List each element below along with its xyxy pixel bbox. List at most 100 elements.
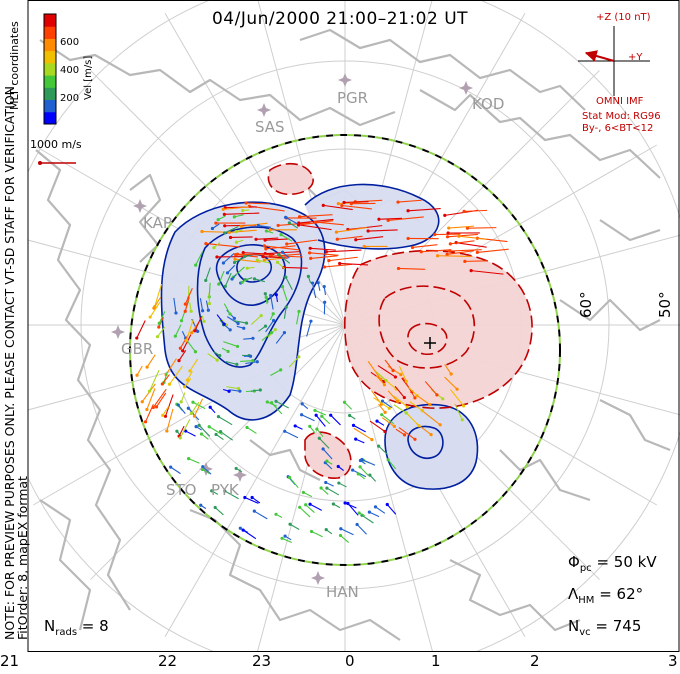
velocity-vector (199, 298, 204, 311)
velocity-vector-origin (280, 250, 285, 254)
velocity-vector-origin (214, 432, 218, 437)
velocity-vector-origin (188, 369, 192, 373)
velocity-vector-origin (340, 203, 344, 208)
velocity-vector-origin (264, 247, 268, 251)
colorbar-cell (44, 50, 56, 64)
velocity-vector-origin (358, 465, 362, 469)
velocity-vector-origin (269, 331, 274, 335)
velocity-vector (454, 403, 463, 420)
velocity-vector (174, 324, 182, 337)
velocity-vector-origin (386, 218, 390, 223)
velocity-vector (296, 311, 300, 325)
velocity-vector (341, 204, 372, 210)
velocity-vector (450, 389, 465, 407)
velocity-vector-origin (174, 311, 178, 315)
velocity-vector-origin (367, 510, 371, 514)
site-label-han: HAN (326, 583, 359, 601)
velocity-vector (188, 458, 200, 464)
lat-label-50: 50° (656, 291, 674, 318)
colorbar-cell (44, 26, 56, 39)
velocity-vector (408, 207, 441, 212)
mlt-hour-21: 21 (0, 652, 20, 670)
velocity-vector (310, 255, 338, 259)
velocity-vector (448, 225, 475, 229)
velocity-vector-origin (315, 427, 319, 431)
velocity-vector-origin (445, 252, 449, 256)
velocity-vector-origin (244, 201, 248, 205)
velocity-vector-origin (277, 253, 281, 257)
velocity-vector-origin (273, 328, 277, 332)
velocity-vector (386, 504, 397, 515)
velocity-vector (234, 255, 248, 264)
velocity-vector (182, 334, 192, 352)
velocity-vector (322, 448, 333, 460)
site-label-sas: SAS (255, 118, 285, 136)
velocity-vector (240, 360, 253, 362)
velocity-vector-origin (465, 226, 470, 230)
velocity-vector (149, 301, 161, 318)
velocity-vector-origin (271, 312, 275, 316)
velocity-vector-origin (404, 379, 409, 383)
velocity-vector (378, 445, 388, 455)
velocity-vector (256, 237, 279, 240)
velocity-vector (464, 209, 488, 212)
velocity-vector-origin (216, 217, 220, 222)
velocity-vector-origin (223, 224, 227, 228)
velocity-vector-origin (435, 393, 439, 397)
velocity-vector-origin (245, 425, 249, 430)
colorbar-tick-200: 200 (60, 93, 80, 104)
velocity-vector-origin (309, 319, 313, 323)
top-pos-blob (268, 163, 314, 195)
velocity-vector-origin (235, 362, 239, 366)
velocity-vector (344, 201, 369, 204)
velocity-vector-origin (370, 437, 374, 442)
velocity-vector (359, 466, 369, 476)
velocity-vector (136, 320, 146, 339)
velocity-vector-origin (148, 315, 152, 319)
velocity-vector (177, 404, 186, 414)
site-label-kod: KOD (472, 95, 505, 113)
velocity-vector (275, 400, 289, 409)
velocity-vector-origin (356, 472, 360, 476)
velocity-vector-origin (337, 481, 341, 485)
velocity-vector-origin (384, 378, 388, 383)
velocity-vector-origin (236, 387, 241, 391)
velocity-vector (258, 224, 272, 228)
small-pos-cell (305, 432, 351, 479)
velocity-vector (243, 252, 275, 256)
hmb-boundary-a (129, 134, 561, 566)
velocity-vector-origin (304, 503, 308, 507)
velocity-vector (326, 487, 340, 496)
velocity-vector-origin (321, 447, 325, 451)
velocity-vector (447, 250, 475, 255)
velocity-vector-origin (263, 292, 267, 296)
velocity-vector (301, 414, 315, 422)
velocity-vector-origin (167, 382, 172, 386)
velocity-vector (153, 296, 162, 309)
velocity-vector (471, 270, 504, 275)
velocity-vector-origin (460, 418, 464, 422)
velocity-vector (170, 466, 181, 475)
velocity-vector-origin (447, 226, 451, 230)
velocity-vector-origin (322, 284, 326, 289)
velocity-vector-origin (152, 306, 156, 310)
velocity-vector (241, 222, 268, 227)
velocity-vector (208, 292, 211, 304)
velocity-vector-origin (143, 420, 148, 424)
velocity-vector (202, 466, 212, 475)
velocity-vector-origin (322, 265, 326, 269)
velocity-vector-origin (179, 319, 184, 323)
velocity-vector-origin (255, 258, 259, 262)
velocity-vector (283, 307, 287, 319)
meridian-line (256, 324, 346, 652)
velocity-vector (394, 395, 408, 408)
velocity-vector-origin (380, 413, 384, 417)
velocity-vector (318, 437, 330, 449)
preview-note: NOTE: FOR PREVIEW PURPOSES ONLY. PLEASE … (2, 82, 30, 640)
velocity-vector (289, 523, 300, 531)
velocity-vector-origin (410, 245, 415, 250)
velocity-vector-origin (387, 406, 391, 410)
velocity-vector (178, 425, 185, 437)
velocity-vector-origin (287, 475, 292, 480)
velocity-vector (337, 235, 363, 240)
